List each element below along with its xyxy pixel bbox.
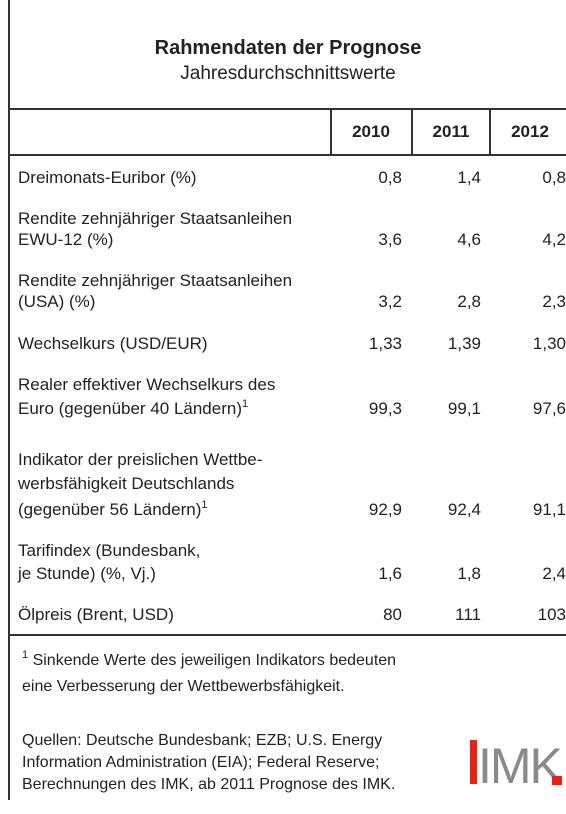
row-label: Ölpreis (Brent, USD)	[18, 605, 174, 625]
rule	[489, 108, 491, 155]
logo: IMK	[470, 738, 565, 790]
title: Rahmendaten der Prognose	[154, 37, 422, 59]
cell-value: 0,8	[542, 168, 566, 187]
cell-value: 2,4	[542, 564, 566, 583]
row-label-text: Indikator der preislichen Wettbe-	[18, 450, 263, 469]
row-label-text: (gegenüber 56 Ländern)	[18, 500, 202, 519]
row-label-text: Wechselkurs (USD/EUR)	[18, 334, 208, 353]
cell-value: 3,6	[378, 230, 402, 249]
cell-value: 1,6	[378, 564, 402, 583]
row-label-text: Ölpreis (Brent, USD)	[18, 605, 174, 624]
row-label-text: (USA) (%)	[18, 292, 96, 311]
cell-value: 111	[455, 605, 481, 624]
row-label: Tarifindex (Bundesbank,	[18, 541, 200, 561]
source-line: Information Administration (EIA); Federa…	[22, 754, 380, 771]
row-label-text: Tarifindex (Bundesbank,	[18, 541, 201, 560]
column-header: 2010	[352, 122, 390, 141]
column-header: 2012	[511, 122, 549, 141]
row-label-text: EWU-12 (%)	[18, 230, 114, 249]
cell-value: 1,30	[532, 334, 566, 353]
row-label-text: Rendite zehnjähriger Staatsanleihen	[18, 209, 293, 228]
cell-value: 99,3	[368, 399, 402, 418]
footnote-text: eine Verbesserung der Wettbewerbsfähigke…	[22, 678, 345, 695]
footnote-text: Sinkende Werte des jeweiligen Indikators…	[32, 652, 397, 669]
cell-value: 91,1	[532, 500, 566, 519]
row-label: Realer effektiver Wechselkurs des	[18, 375, 275, 395]
cell-value: 4,2	[542, 230, 566, 249]
row-label: Indikator der preislichen Wettbe-	[18, 450, 262, 470]
row-label: werbsfähigkeit Deutschlands	[18, 474, 234, 494]
footnote: 1 Sinkende Werte des jeweiligen Indikato…	[22, 649, 397, 671]
cell-value: 1,39	[447, 334, 481, 353]
rule	[8, 634, 566, 636]
row-label-text: Euro (gegenüber 40 Ländern)	[18, 399, 242, 418]
row-label: je Stunde) (%, Vj.)	[18, 564, 156, 584]
cell-value: 2,8	[457, 292, 481, 311]
logo-square	[552, 776, 562, 785]
cell-value: 92,9	[368, 500, 402, 519]
row-label: (gegenüber 56 Ländern)1	[18, 500, 208, 520]
rule	[8, 154, 566, 156]
footnote-ref: 1	[201, 499, 208, 511]
logo-text: IMK	[478, 738, 563, 790]
cell-value: 0,8	[378, 168, 402, 187]
cell-value: 92,4	[447, 500, 481, 519]
row-label-text: werbsfähigkeit Deutschlands	[18, 474, 235, 493]
cell-value: 103	[537, 605, 566, 624]
rule	[411, 108, 413, 155]
row-label-text: Realer effektiver Wechselkurs des	[18, 375, 276, 394]
cell-value: 1,4	[457, 168, 481, 187]
cell-value: 97,6	[532, 399, 566, 418]
row-label: Dreimonats-Euribor (%)	[18, 168, 197, 188]
cell-value: 4,6	[457, 230, 481, 249]
source-line: Berechnungen des IMK, ab 2011 Prognose d…	[22, 776, 396, 793]
logo-bar	[470, 740, 477, 784]
cell-value: 99,1	[447, 399, 481, 418]
cell-value: 80	[383, 605, 402, 624]
column-header: 2011	[432, 122, 470, 141]
border-left	[8, 0, 10, 800]
row-label: Euro (gegenüber 40 Ländern)1	[18, 399, 248, 419]
row-label: EWU-12 (%)	[18, 230, 113, 250]
row-label-text: Rendite zehnjähriger Staatsanleihen	[18, 271, 293, 290]
rule	[8, 108, 566, 110]
cell-value: 1,8	[457, 564, 481, 583]
rule	[330, 108, 332, 155]
footnote-ref: 1	[242, 398, 249, 410]
row-label: Rendite zehnjähriger Staatsanleihen	[18, 209, 292, 229]
footnote: eine Verbesserung der Wettbewerbsfähigke…	[22, 677, 345, 697]
cell-value: 2,3	[542, 292, 566, 311]
row-label: Rendite zehnjähriger Staatsanleihen	[18, 271, 292, 291]
cell-value: 3,2	[378, 292, 402, 311]
source-line: Quellen: Deutsche Bundesbank; EZB; U.S. …	[22, 732, 383, 749]
row-label: Wechselkurs (USD/EUR)	[18, 334, 208, 354]
row-label: (USA) (%)	[18, 292, 95, 312]
row-label-text: je Stunde) (%, Vj.)	[18, 564, 156, 583]
cell-value: 1,33	[368, 334, 402, 353]
subtitle: Jahresdurchschnittswerte	[180, 63, 396, 84]
row-label-text: Dreimonats-Euribor (%)	[18, 168, 197, 187]
footnote-mark: 1	[22, 649, 29, 661]
